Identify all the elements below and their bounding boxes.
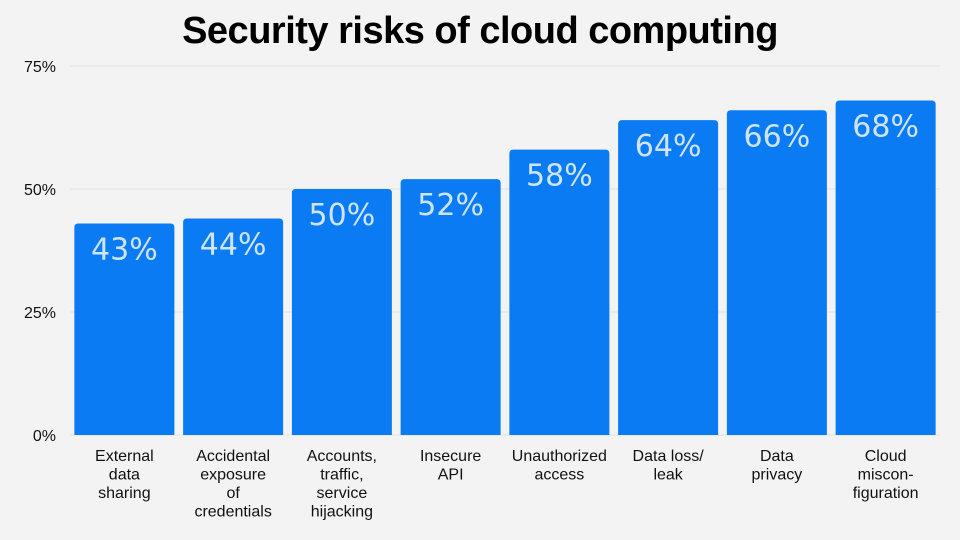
bar (400, 179, 501, 435)
data-label: 44% (200, 228, 267, 263)
chart-title: Security risks of cloud computing (182, 10, 778, 52)
data-label: 58% (526, 159, 593, 194)
bar (74, 223, 175, 435)
category-label-line: hijacking (311, 504, 373, 521)
category-label-line: traffic, (320, 467, 363, 484)
category-label-line: leak (653, 467, 683, 484)
y-axis-ticks: 0% 25% 50% 75% (24, 59, 56, 445)
category-label: Accounts, traffic, service hijacking (307, 448, 377, 521)
category-label-line: access (534, 467, 584, 484)
bar (618, 120, 719, 436)
data-label: 66% (744, 119, 811, 154)
category-label: Insecure API (420, 448, 481, 484)
data-label: 64% (635, 129, 702, 164)
data-label: 52% (417, 188, 484, 223)
x-axis-categories: External data sharing Accidental exposure of c… (95, 448, 919, 521)
category-label-line: sharing (98, 485, 150, 502)
category-label-line: figuration (853, 485, 919, 502)
category-label: Data privacy (752, 448, 803, 484)
category-label: Data loss/leak (633, 448, 705, 484)
category-label-line: miscon- (858, 467, 914, 484)
category-label-line: data (109, 467, 140, 484)
category-label-line: Accidental (196, 448, 270, 465)
category-label-line: Unauthorized (512, 448, 607, 465)
category-label-line: privacy (752, 467, 803, 484)
category-label-line: Data loss/ (633, 448, 705, 465)
bar (291, 189, 392, 435)
category-label-line: credentials (194, 504, 271, 521)
category-label-line: Insecure (420, 448, 481, 465)
category-label-line: API (438, 467, 464, 484)
category-label: External data sharing (95, 448, 154, 502)
category-label-line: External (95, 448, 154, 465)
category-label-line: exposure (200, 467, 266, 484)
y-tick-label: 75% (24, 59, 56, 76)
bar (835, 100, 936, 435)
category-label-line: of (226, 485, 240, 502)
data-label: 68% (852, 109, 919, 144)
y-tick-label: 50% (24, 182, 56, 199)
data-labels: 43% 44% 50% 52% 58% 64% 66% 68% (91, 109, 919, 267)
category-label: Cloud miscon-figuration (853, 448, 919, 502)
category-label-line: Data (760, 448, 794, 465)
category-label: Unauthorized access (512, 448, 607, 484)
category-label-line: Cloud (865, 448, 907, 465)
bar (726, 110, 827, 435)
bar (183, 218, 284, 435)
category-label-line: service (317, 485, 368, 502)
bars (74, 100, 936, 436)
y-tick-label: 0% (33, 428, 56, 445)
data-label: 50% (309, 198, 376, 233)
category-label: Accidental exposure of credentials (194, 448, 271, 521)
y-tick-label: 25% (24, 305, 56, 322)
category-label-line: Accounts, (307, 448, 377, 465)
bar (509, 149, 610, 435)
data-label: 43% (91, 232, 158, 267)
